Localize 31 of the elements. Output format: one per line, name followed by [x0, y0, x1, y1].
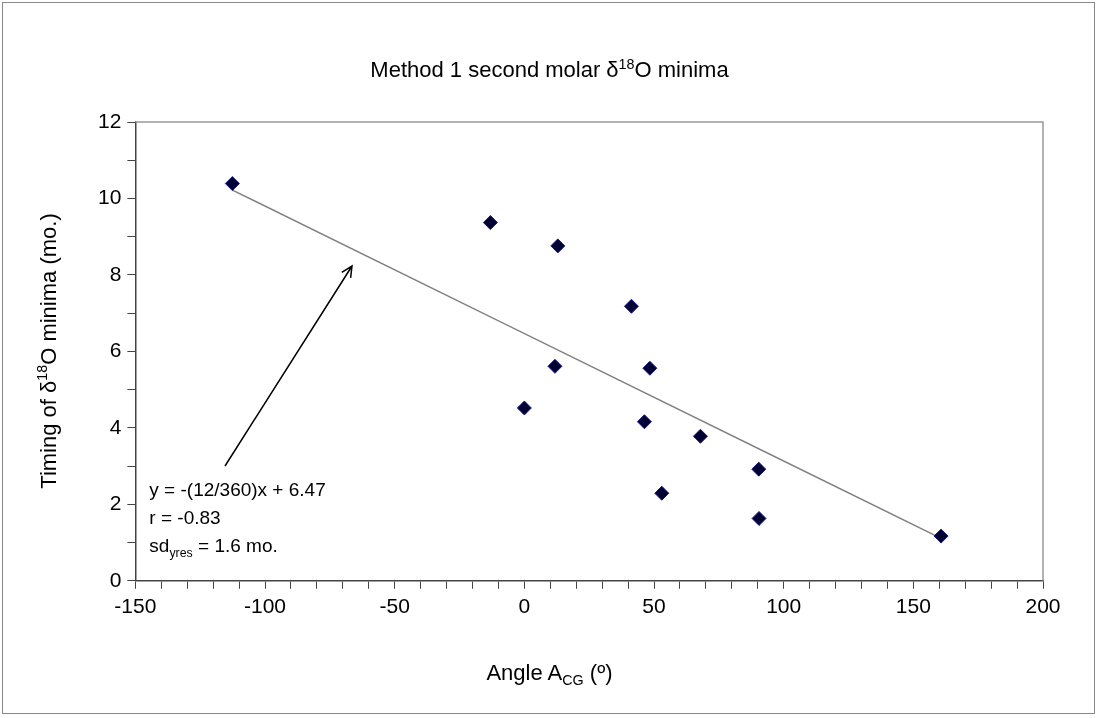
- point: [550, 238, 566, 254]
- y-tick-label: 2: [109, 491, 122, 515]
- point: [547, 358, 563, 374]
- point: [224, 176, 240, 192]
- point: [516, 400, 532, 416]
- y-tick-label: 0: [109, 567, 122, 591]
- point: [636, 414, 652, 430]
- x-tick-label: 200: [1025, 594, 1061, 618]
- point: [642, 360, 658, 376]
- x-tick-label: 150: [895, 594, 931, 618]
- x-tick-label: 100: [766, 594, 802, 618]
- y-tick-label: 10: [98, 185, 122, 209]
- x-tick-label: -150: [114, 594, 157, 618]
- x-axis-title: Angle A$_{CG}$ (º): [485, 660, 614, 689]
- x-tick-label: 50: [642, 594, 666, 618]
- x-tick-label: -50: [379, 594, 410, 618]
- y-tick-label: 6: [109, 338, 122, 362]
- annotation: y = -(12/360)x + 6.47 r = -0.83 sd$_{yres}$ = 1.6 mo.: [149, 477, 326, 562]
- point: [751, 510, 767, 526]
- point: [623, 298, 639, 314]
- y-tick-label: 8: [109, 261, 122, 285]
- x-tick-label: 0: [518, 594, 531, 618]
- point: [692, 428, 708, 444]
- point: [933, 528, 949, 544]
- chart-title: Method 1 second molar δ$^{18}$O minima: [369, 56, 730, 84]
- point: [482, 215, 498, 231]
- y-tick-label: 4: [109, 414, 122, 438]
- x-tick-label: -100: [244, 594, 287, 618]
- point: [654, 485, 670, 501]
- y-tick-label: 12: [98, 108, 122, 132]
- point: [751, 461, 767, 477]
